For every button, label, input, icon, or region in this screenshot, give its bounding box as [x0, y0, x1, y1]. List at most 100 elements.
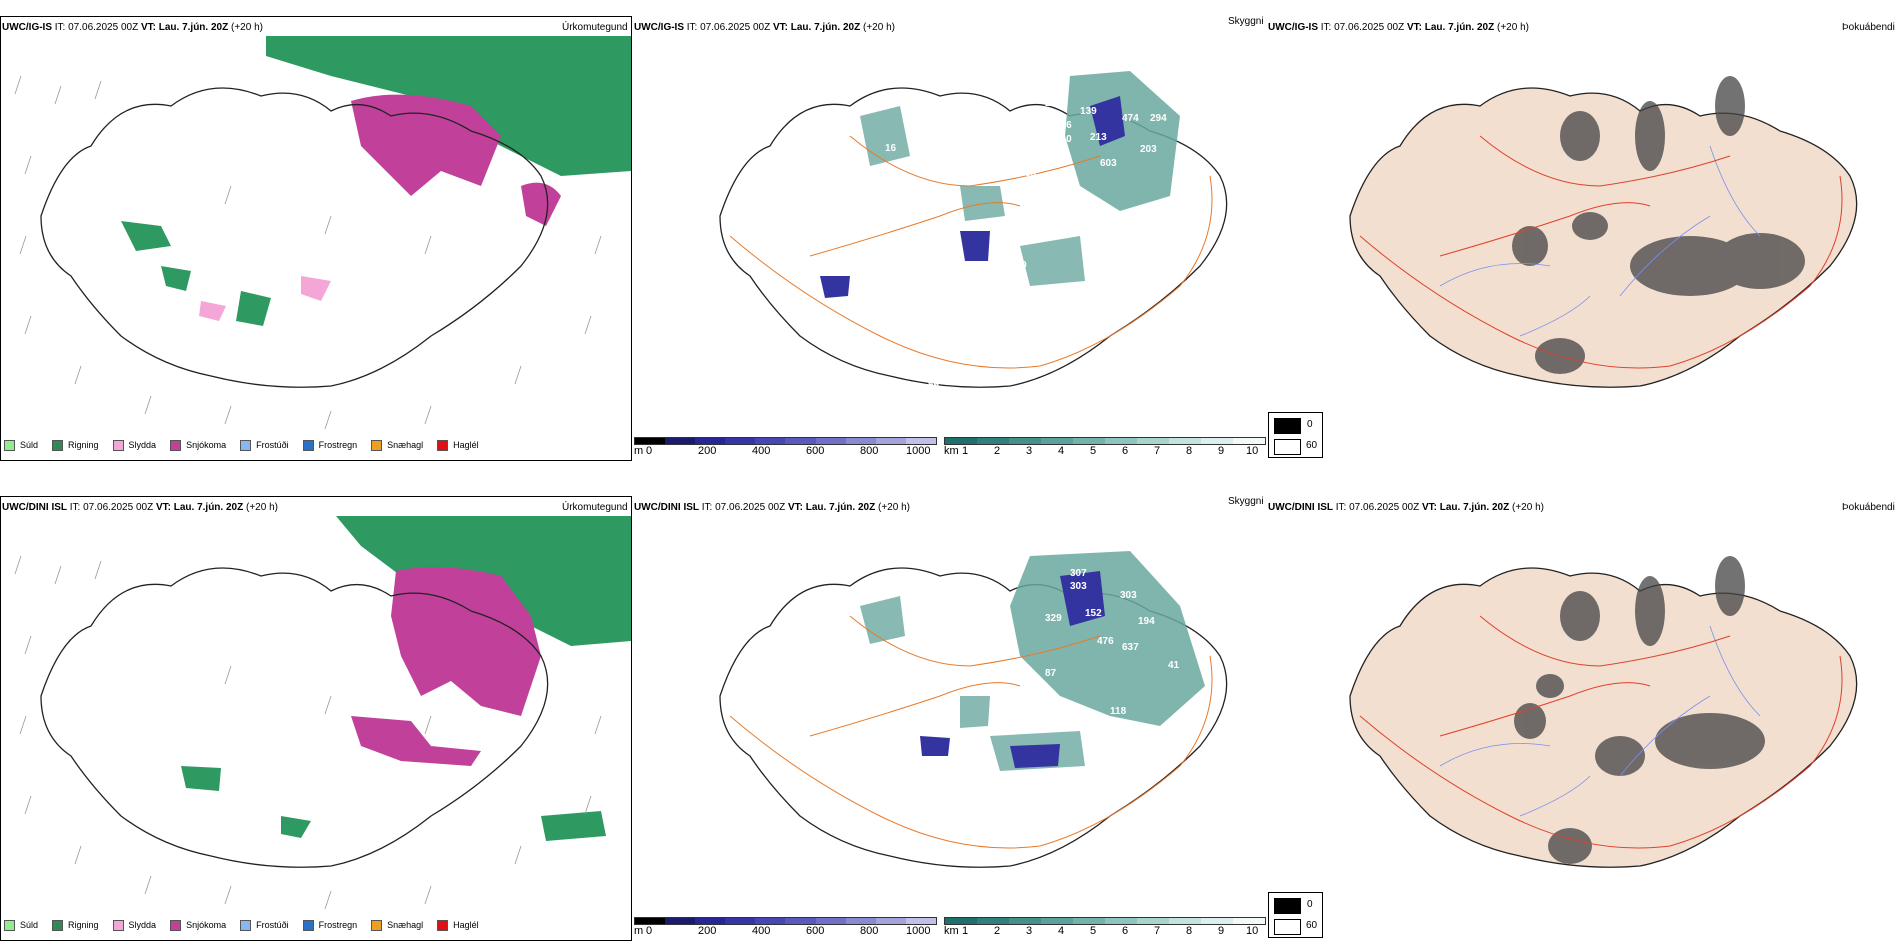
ceiling-label: 294	[1150, 113, 1167, 124]
precip-type-map[interactable]	[1, 516, 631, 913]
ceiling-label: 16	[885, 143, 897, 154]
ceiling-label: 37	[928, 808, 940, 819]
fog-key-black-swatch	[1274, 418, 1301, 434]
visibility-unit: km	[944, 445, 959, 457]
cloud-panel-title: UWC/DINI ISL IT: 07.06.2025 00Z VT: Lau.…	[634, 502, 910, 513]
ceiling-label: 303	[1120, 590, 1137, 601]
ceiling-label: 87	[1045, 668, 1057, 679]
iceland-coastline	[40, 87, 549, 388]
visibility-tick: 6	[1122, 925, 1129, 937]
ceiling-colorbar-strip	[634, 917, 937, 925]
sleet-patches	[199, 276, 331, 321]
iceland-coastline	[1349, 87, 1858, 388]
low-ceiling-area	[920, 571, 1105, 768]
snow-area-northeast	[391, 567, 541, 716]
visibility-tick: 8	[1186, 925, 1193, 937]
visibility-tick: 10	[1246, 925, 1259, 937]
legend-item: Frostregn	[302, 919, 357, 931]
visibility-tick: 4	[1058, 925, 1065, 937]
ceiling-tick: 800	[860, 445, 879, 457]
cloud-product-label: Skyggni	[1228, 16, 1264, 27]
legend-item: Snjókoma	[170, 919, 226, 931]
visibility-tick: 5	[1090, 445, 1097, 457]
ceiling-label: 303	[1070, 581, 1087, 592]
visibility-unit: km	[944, 925, 959, 937]
visibility-tick: 3	[1026, 445, 1033, 457]
fog-key-white-swatch	[1274, 919, 1301, 935]
ceiling-label: 89	[910, 240, 922, 251]
fog-indicator-map[interactable]	[1290, 36, 1890, 426]
ceiling-tick: 400	[752, 445, 771, 457]
legend-item: Frostúði	[240, 439, 289, 451]
visibility-tick: 6	[1122, 445, 1129, 457]
ceiling-label: 20	[848, 290, 860, 301]
precip-type-legend: Súld Rigning Slydda Snjókoma Frostúði Fr…	[4, 917, 479, 933]
ceiling-label: 203	[1140, 144, 1157, 155]
precip-type-map[interactable]	[1, 36, 631, 433]
visibility-tick: 1	[962, 925, 969, 937]
fog-key-legend: 0 60	[1268, 412, 1323, 458]
visibility-tick: 9	[1218, 925, 1225, 937]
river-network	[1439, 145, 1761, 337]
visibility-tick: 5	[1090, 925, 1097, 937]
ceiling-label: 194	[1138, 616, 1155, 627]
legend-item: Frostregn	[302, 439, 357, 451]
visibility-tick: 4	[1058, 445, 1065, 457]
legend-item: Snæhagl	[371, 919, 423, 931]
visibility-tick: 2	[994, 445, 1001, 457]
ceiling-unit: m	[634, 925, 644, 937]
legend-item: Súld	[4, 439, 38, 451]
ceiling-label: 100	[1010, 260, 1027, 271]
fog-panel-title: UWC/IG-IS IT: 07.06.2025 00Z VT: Lau. 7.…	[1268, 22, 1529, 33]
wind-barbs	[14, 555, 602, 910]
ceiling-unit: m	[634, 445, 644, 457]
snow-area-east	[521, 182, 561, 226]
visibility-tick: 10	[1246, 445, 1259, 457]
ceiling-tick: 200	[698, 445, 717, 457]
ceiling-label: 123	[935, 698, 952, 709]
ceiling-label: 36	[915, 838, 927, 849]
precip-panel-title: UWC/DINI ISL IT: 07.06.2025 00Z VT: Lau.…	[2, 502, 278, 513]
cloud-ceiling-visibility-map[interactable]: 226 139 546 640 213 474 294 603 203 16 8…	[660, 36, 1260, 426]
fog-key-max-label: 60	[1306, 920, 1318, 931]
visibility-tick: 1	[962, 445, 969, 457]
precip-type-panel-frame	[0, 496, 632, 941]
ceiling-tick: 800	[860, 925, 879, 937]
visibility-tick: 8	[1186, 445, 1193, 457]
road-network	[729, 135, 1213, 369]
fog-indicator-map[interactable]	[1290, 516, 1890, 906]
legend-item: Haglél	[437, 439, 479, 451]
iceland-coastline	[40, 567, 549, 868]
low-ceiling-area	[820, 96, 1125, 298]
fog-panel-title: UWC/DINI ISL IT: 07.06.2025 00Z VT: Lau.…	[1268, 502, 1544, 513]
legend-item: Slydda	[112, 919, 156, 931]
cloud-product-label: Skyggni	[1228, 496, 1264, 507]
visibility-tick: 9	[1218, 445, 1225, 457]
legend-item: Súld	[4, 919, 38, 931]
cloud-ceiling-visibility-map[interactable]: 307 303 303 329 152 194 476 637 87 176 1…	[660, 516, 1260, 906]
fog-product-label: Þokuábendi	[1842, 502, 1895, 513]
ceiling-label: 640	[1055, 134, 1072, 145]
precip-product-label: Úrkomutegund	[562, 22, 628, 33]
ceiling-colorbar-strip	[634, 437, 937, 445]
ceiling-label: 13	[908, 384, 920, 395]
ceiling-tick: 600	[806, 445, 825, 457]
ceiling-label: 329	[1045, 613, 1062, 624]
cloud-panel-title: UWC/IG-IS IT: 07.06.2025 00Z VT: Lau. 7.…	[634, 22, 895, 33]
ceiling-value-labels: 226 139 546 640 213 474 294 603 203 16 8…	[848, 98, 1167, 395]
ceiling-tick: 0	[646, 445, 653, 457]
visibility-tick: 3	[1026, 925, 1033, 937]
fog-shaded-areas	[1514, 556, 1765, 864]
rain-area-west	[121, 221, 271, 326]
fog-key-min-label: 0	[1307, 899, 1313, 910]
snow-area-south	[351, 716, 481, 766]
ceiling-label: 307	[1070, 568, 1087, 579]
ceiling-label: 55	[1025, 168, 1037, 179]
ceiling-label: 213	[1090, 132, 1107, 143]
ceiling-label: 474	[1122, 113, 1139, 124]
fog-key-legend: 0 60	[1268, 892, 1323, 938]
river-network	[1439, 625, 1761, 817]
ceiling-label: 147	[1010, 708, 1027, 719]
legend-item: Slydda	[112, 439, 156, 451]
legend-item: Haglél	[437, 919, 479, 931]
